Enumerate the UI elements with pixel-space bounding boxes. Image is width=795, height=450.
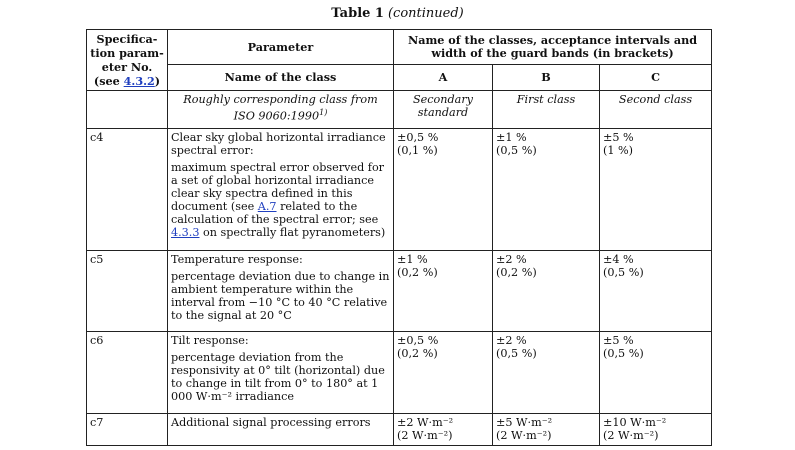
link-a-7[interactable]: A.7 [257,200,277,213]
header-classes: Name of the classes, acceptance interval… [392,28,713,66]
link-4-3-2[interactable]: 4.3.2 [123,74,155,88]
parameter-title: Tilt response: [171,334,249,347]
table-title: Table 1 [331,6,384,21]
table-row: c7 Additional signal processing errors ±… [86,413,713,446]
parameter-title: Additional signal processing errors [171,416,371,429]
parameter-cell: Tilt response: percentage deviation from… [167,331,394,414]
parameter-description: percentage deviation from the responsivi… [171,351,385,403]
specification-table: Specifica- tion param- eter No. (see 4.3… [86,28,713,446]
header-class-c: C [598,64,713,91]
value-class-b: ±5 W·m⁻² (2 W·m⁻²) [492,413,600,446]
desc-part: related to the calculation of the spectr… [171,200,379,226]
spec-no: c7 [86,413,168,446]
header-spec-no-label: Specifica- tion param- eter No. (see [90,32,164,88]
header-class-b: B [492,64,600,91]
parameter-title: Temperature response: [171,253,303,266]
iso-class-a: Secondary standard [393,90,493,129]
value-class-c: ±4 % (0,5 %) [598,250,713,332]
header-class-a: A [393,64,493,91]
table-row: c5 Temperature response: percentage devi… [86,250,713,332]
desc-part: on spectrally flat pyranometers) [199,226,386,239]
spec-no: c5 [86,250,168,332]
parameter-title: Clear sky global horizontal irradiance s… [171,131,386,157]
header-spec-no-close: ) [154,74,161,88]
value-class-b: ±1 % (0,5 %) [492,128,600,251]
iso-label: Roughly corresponding class from ISO 906… [167,90,394,129]
table-caption: Table 1 (continued) [0,6,795,21]
table-continued: (continued) [387,6,464,21]
table-row: c6 Tilt response: percentage deviation f… [86,331,713,414]
table-row: c4 Clear sky global horizontal irradianc… [86,128,713,251]
parameter-cell: Temperature response: percentage deviati… [167,250,394,332]
value-class-c: ±5 % (1 %) [598,128,713,251]
spec-no: c6 [86,331,168,414]
header-class-name: Name of the class [167,64,394,91]
link-4-3-3[interactable]: 4.3.3 [171,226,200,239]
value-class-c: ±5 % (0,5 %) [598,331,713,414]
value-class-a: ±2 W·m⁻² (2 W·m⁻²) [393,413,493,446]
header-spec-no: Specifica- tion param- eter No. (see 4.3… [86,29,168,91]
spec-no: c4 [86,128,168,251]
parameter-cell: Clear sky global horizontal irradiance s… [167,128,394,251]
desc-part: maximum spectral error observed for a se… [171,161,385,213]
iso-class-b: First class [492,90,600,129]
parameter-cell: Additional signal processing errors [167,413,394,446]
value-class-c: ±10 W·m⁻² (2 W·m⁻²) [598,413,713,446]
parameter-description: maximum spectral error observed for a se… [171,161,390,239]
iso-label-text: Roughly corresponding class from ISO 906… [183,93,378,123]
iso-row-empty [86,90,168,129]
value-class-b: ±2 % (0,5 %) [492,331,600,414]
value-class-a: ±0,5 % (0,1 %) [393,128,493,251]
iso-class-c: Second class [598,90,713,129]
parameter-description: percentage deviation due to change in am… [171,270,390,322]
iso-footnote: 1) [319,108,328,117]
value-class-b: ±2 % (0,2 %) [492,250,600,332]
header-parameter: Parameter [167,28,394,66]
value-class-a: ±1 % (0,2 %) [393,250,493,332]
value-class-a: ±0,5 % (0,2 %) [393,331,493,414]
